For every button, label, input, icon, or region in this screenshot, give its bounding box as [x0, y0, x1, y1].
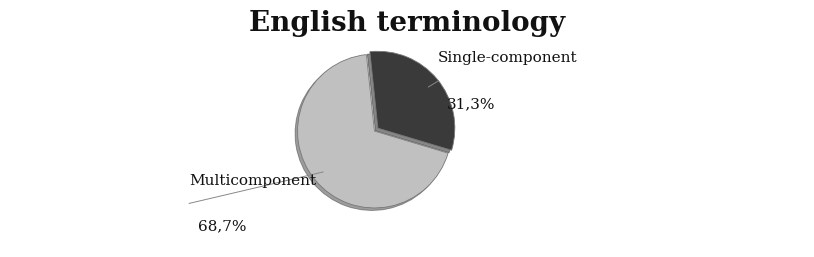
- Text: English terminology: English terminology: [249, 10, 565, 37]
- Wedge shape: [370, 51, 455, 150]
- Text: Multicomponent: Multicomponent: [189, 174, 316, 188]
- Wedge shape: [298, 54, 448, 208]
- Text: Single-component: Single-component: [438, 51, 577, 66]
- Text: 31,3%: 31,3%: [447, 97, 495, 111]
- Text: 68,7%: 68,7%: [198, 219, 247, 233]
